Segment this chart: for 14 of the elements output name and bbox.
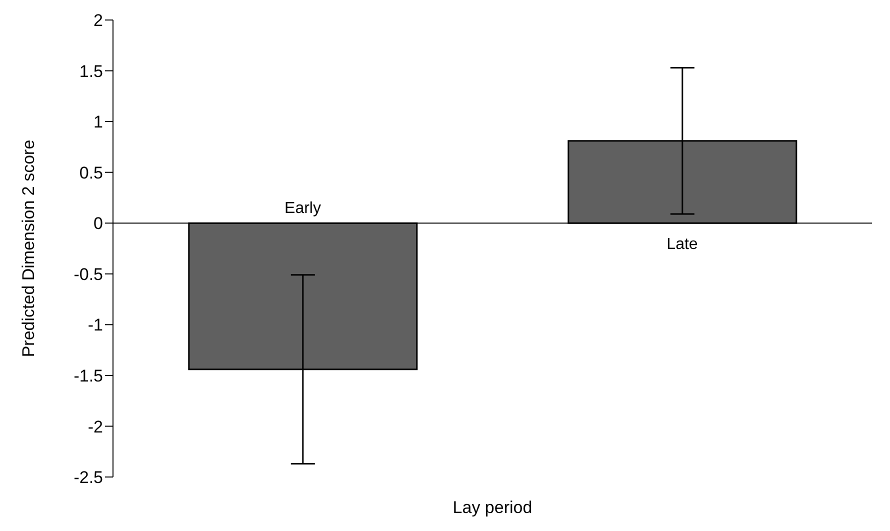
y-tick-label: 1.5 [79,62,103,81]
y-tick-label: -0.5 [74,264,103,284]
y-axis-title: Predicted Dimension 2 score [19,140,38,358]
y-tick-label: -2.5 [74,468,103,488]
x-axis-title: Lay period [452,498,532,517]
y-tick-label: -1.5 [74,366,103,386]
y-tick-label: -1 [88,316,103,335]
x-tick-label: Late [666,236,698,254]
y-tick-label: 1 [94,112,103,132]
y-tick-label: 0 [94,214,103,234]
y-tick-label: 2 [94,11,103,30]
y-tick-label: 0.5 [79,163,103,182]
y-tick-label: -2 [88,417,103,436]
x-tick-label: Early [284,200,321,218]
